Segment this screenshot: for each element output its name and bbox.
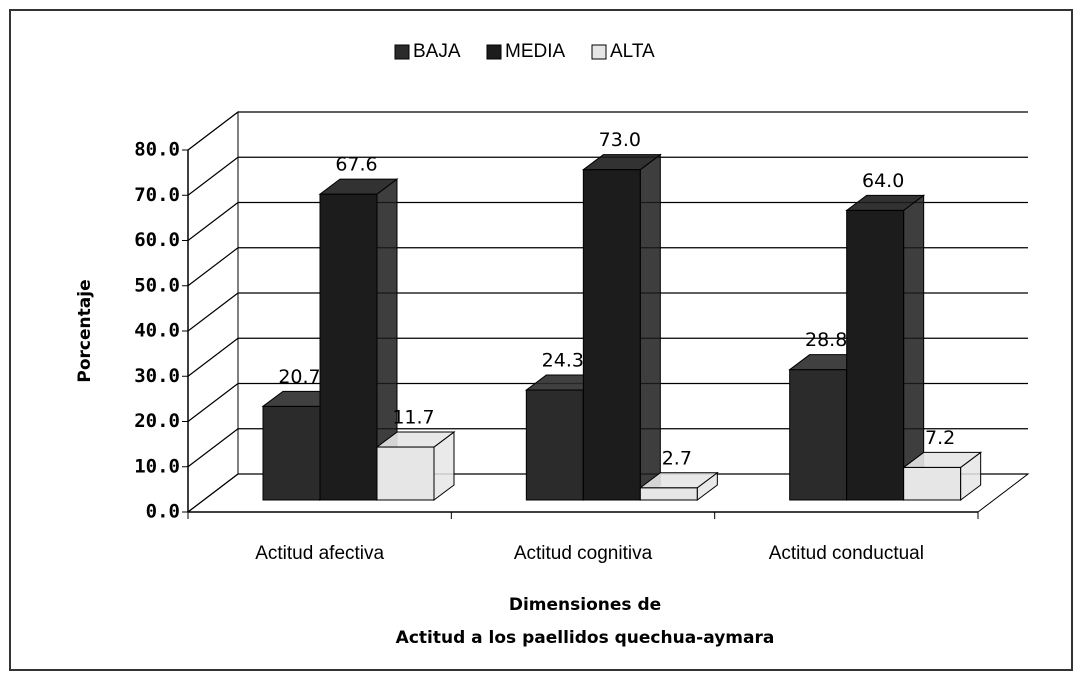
value-label: 73.0 (599, 129, 641, 151)
bar-front (846, 209, 905, 501)
grid-line (187, 156, 1028, 196)
value-label: 2.7 (662, 447, 692, 469)
x-tick-label: Actitud cognitiva (514, 543, 653, 564)
grid-line (187, 111, 1028, 151)
y-tick-label: 70.0 (134, 184, 180, 206)
y-tick-label: 0.0 (146, 501, 180, 523)
bar-front (262, 405, 321, 501)
grid-line (187, 382, 1028, 422)
bar-top (318, 178, 399, 195)
x-tick-label: Actitud afectiva (255, 543, 384, 564)
legend-swatch (394, 44, 410, 60)
bar-front (525, 389, 584, 501)
bar-front (582, 169, 641, 501)
bar-front (903, 466, 962, 501)
value-label: 7.2 (925, 427, 955, 449)
legend-swatch (486, 44, 502, 60)
x-axis-label: Actitud a los paellidos quechua-aymara (396, 628, 775, 648)
y-tick-label: 10.0 (134, 455, 180, 477)
bar-top (375, 431, 456, 448)
grid-line (187, 428, 1028, 468)
y-tick-label: 40.0 (134, 320, 180, 342)
bar-front (639, 487, 698, 501)
value-label: 20.7 (278, 366, 320, 388)
bar-front (789, 369, 848, 501)
legend-swatch (591, 44, 607, 60)
grid-line (187, 201, 1028, 241)
y-tick-label: 60.0 (134, 229, 180, 251)
grid-line (187, 473, 1028, 513)
bar-side (639, 153, 661, 501)
bar-front (319, 193, 378, 501)
bar-front (376, 446, 435, 501)
x-tick-label: Actitud conductual (769, 543, 924, 564)
bar-top (902, 451, 983, 468)
grid-line (187, 292, 1028, 332)
value-label: 11.7 (392, 407, 434, 429)
y-tick-label: 50.0 (134, 274, 180, 296)
grid-line (187, 247, 1028, 287)
value-label: 67.6 (335, 154, 377, 176)
grid-line (187, 337, 1028, 377)
legend-label: MEDIA (505, 41, 566, 62)
value-label: 28.8 (805, 329, 847, 351)
legend-label: BAJA (413, 41, 461, 62)
legend-label: ALTA (610, 41, 655, 62)
y-tick-label: 20.0 (134, 410, 180, 432)
y-tick-label: 30.0 (134, 365, 180, 387)
y-tick-label: 80.0 (134, 139, 180, 161)
value-label: 24.3 (542, 350, 584, 372)
bar-top (581, 154, 662, 171)
bar-top (845, 194, 926, 211)
y-axis-label: Porcentaje (75, 279, 95, 382)
value-label: 64.0 (862, 170, 904, 192)
x-axis-label: Dimensiones de (509, 595, 661, 615)
bar-top (638, 472, 719, 489)
